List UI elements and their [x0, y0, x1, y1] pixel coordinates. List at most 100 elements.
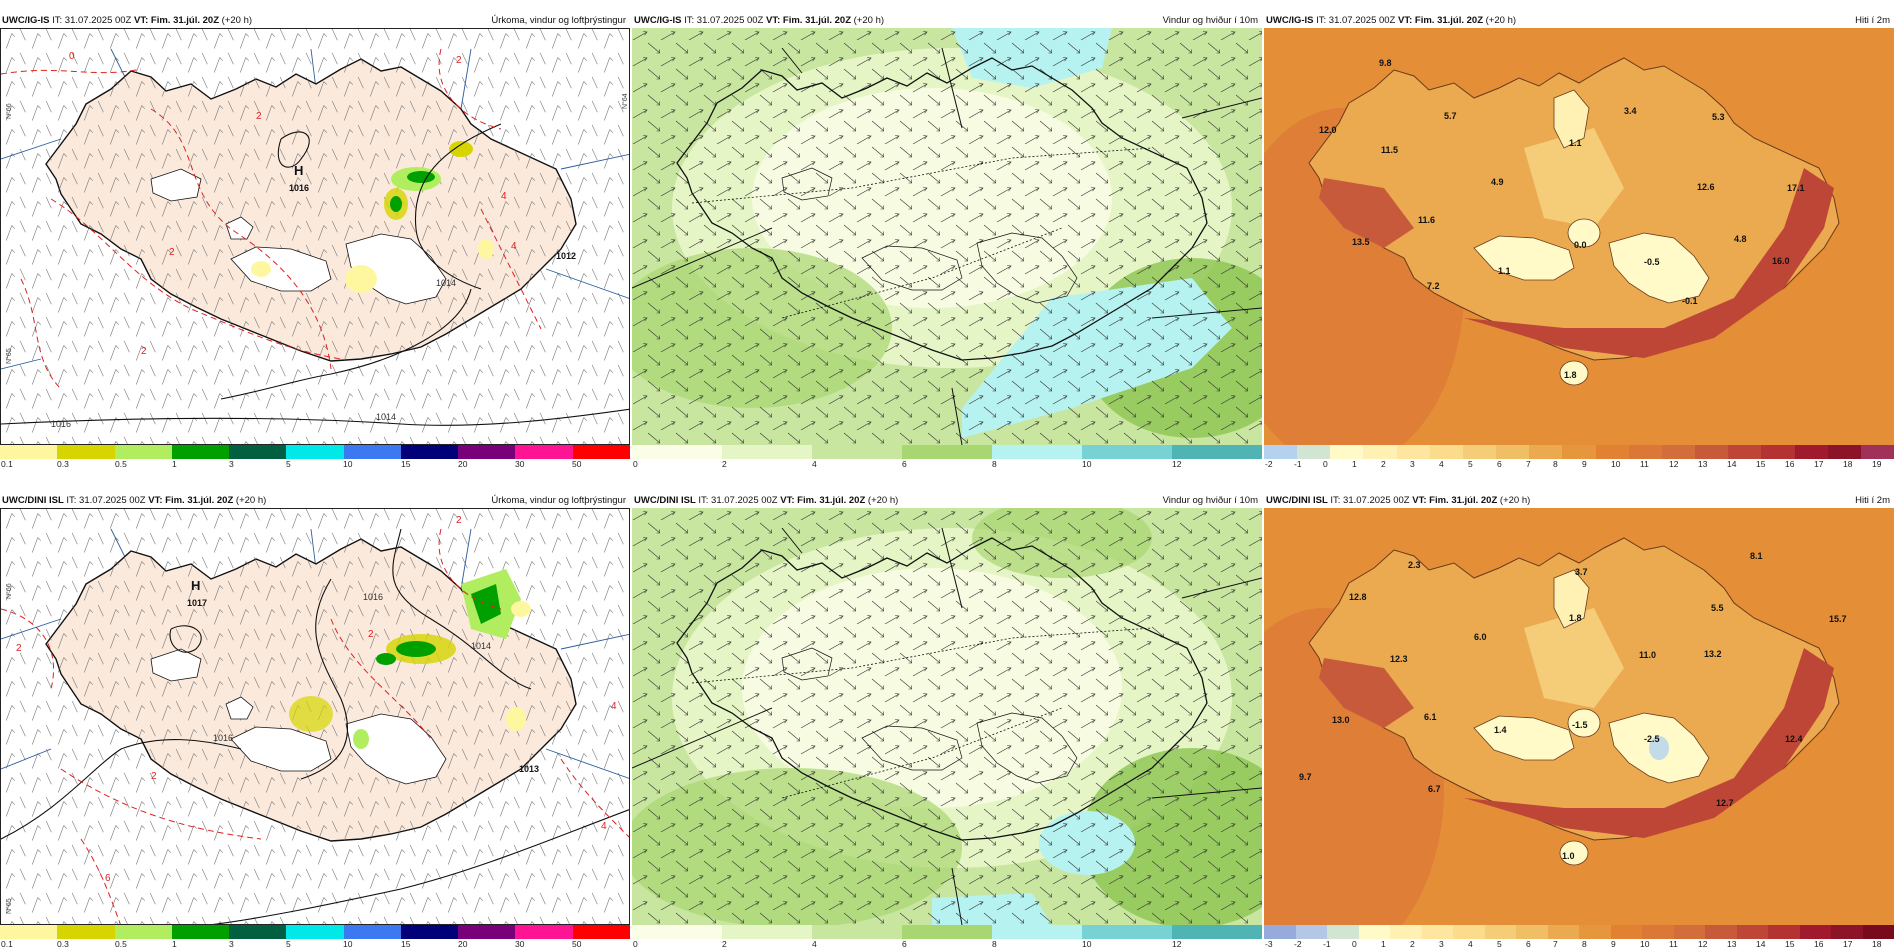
scale-swatch — [1579, 925, 1611, 939]
isobar-label: 1012 — [556, 251, 576, 261]
scale-tick: 14 — [1756, 939, 1766, 949]
temp-value: 17.1 — [1787, 183, 1805, 193]
map-wind-bottom[interactable] — [632, 508, 1262, 925]
map-precip-top[interactable]: H 1016 1014 1012 1014 1016 0 2 2 2 4 4 2… — [0, 28, 630, 445]
scale-tick: 11 — [1640, 459, 1649, 469]
scale-swatch — [722, 925, 812, 939]
scale-tick: 10 — [1082, 459, 1092, 469]
panel-wind-igis: UWC/IG-IS IT: 31.07.2025 00Z VT: Fim. 31… — [632, 14, 1262, 469]
scale-tick: 15 — [401, 459, 411, 469]
scale-tick: 12 — [1698, 939, 1708, 949]
scale-tick: 8 — [992, 939, 997, 949]
isotherm-label: 4 — [511, 241, 517, 252]
scale-swatch — [515, 445, 573, 459]
isotherm-label: 2 — [456, 55, 462, 66]
scale-swatch — [1082, 925, 1172, 939]
isotherm-label: 4 — [601, 821, 607, 832]
valid-time: VT: Fim. 31.júl. 20Z — [1412, 495, 1498, 506]
scale-tick: 9 — [1611, 939, 1616, 949]
scale-swatch — [1396, 445, 1430, 459]
isobar-label: 1014 — [471, 641, 491, 651]
model-name: UWC/DINI ISL — [1266, 495, 1328, 506]
temp-value: 7.2 — [1427, 281, 1440, 291]
model-name: UWC/DINI ISL — [634, 495, 696, 506]
scale-swatch — [812, 445, 902, 459]
scale-swatch — [1673, 925, 1705, 939]
precip-colorbar — [0, 925, 630, 939]
scale-tick: 10 — [343, 939, 353, 949]
valid-time: VT: Fim. 31.júl. 20Z — [1398, 15, 1484, 26]
map-temp-top[interactable]: 9.8 12.0 11.5 5.7 1.1 3.4 5.3 4.9 12.6 1… — [1264, 28, 1894, 445]
scale-tick: 0 — [633, 459, 638, 469]
scale-swatch — [1082, 445, 1172, 459]
map-wind-top[interactable] — [632, 28, 1262, 445]
scale-swatch — [1794, 445, 1828, 459]
scale-tick: 12 — [1172, 459, 1182, 469]
scale-swatch — [1595, 445, 1629, 459]
map-temp-bottom[interactable]: 2.3 3.7 8.1 12.8 1.8 5.5 6.0 15.7 12.3 1… — [1264, 508, 1894, 925]
scale-tick: 0 — [1323, 459, 1328, 469]
lead-time: (+20 h) — [221, 15, 253, 26]
panel-title: UWC/DINI ISL IT: 31.07.2025 00Z VT: Fim.… — [0, 494, 630, 508]
scale-tick: 1 — [172, 939, 177, 949]
isobar-label: 1016 — [213, 733, 233, 743]
temp-value: 5.7 — [1444, 111, 1457, 121]
scale-swatch — [1862, 925, 1894, 939]
scale-tick: 0.3 — [57, 459, 69, 469]
temp-value: 1.4 — [1494, 725, 1507, 735]
temp-value: 9.8 — [1379, 58, 1392, 68]
temp-colorbar — [1264, 445, 1894, 459]
scale-swatch — [286, 445, 344, 459]
scale-tick: 8 — [992, 459, 997, 469]
scale-swatch — [229, 445, 287, 459]
valid-time: VT: Fim. 31.júl. 20Z — [134, 15, 220, 26]
scale-tick: 0.3 — [57, 939, 69, 949]
panel-precip-igis: UWC/IG-IS IT: 31.07.2025 00Z VT: Fim. 31… — [0, 14, 630, 469]
scale-swatch — [0, 925, 58, 939]
scale-tick: 7 — [1526, 459, 1531, 469]
temp-value: 3.7 — [1575, 567, 1588, 577]
precip-ticks: 0.1 0.3 0.5 1 3 5 10 15 20 30 50 — [0, 459, 630, 470]
panel-title: UWC/IG-IS IT: 31.07.2025 00Z VT: Fim. 31… — [0, 14, 630, 28]
temp-value: 2.3 — [1408, 560, 1421, 570]
scale-swatch — [1496, 445, 1530, 459]
scale-tick: 5 — [286, 939, 291, 949]
temp-value: 12.4 — [1785, 734, 1803, 744]
scale-tick: 6 — [1526, 939, 1531, 949]
scale-tick: 12 — [1172, 939, 1182, 949]
isotherm-label: 2 — [456, 515, 462, 526]
temp-ticks: -2 -1 0 1 2 3 4 5 6 7 8 9 10 11 12 13 14 15 16 17 18 19 — [1264, 459, 1894, 470]
high-pressure-letter: H — [294, 163, 303, 178]
scale-tick: 14 — [1727, 459, 1737, 469]
scale-tick: 11 — [1669, 939, 1678, 949]
scale-swatch — [1799, 925, 1831, 939]
scale-tick: 0 — [633, 939, 638, 949]
scale-swatch — [57, 445, 115, 459]
map-precip-bottom[interactable]: H 1017 1016 1016 1014 1013 2 2 2 4 4 6 2… — [0, 508, 630, 925]
scale-swatch — [572, 445, 630, 459]
scale-swatch — [1484, 925, 1516, 939]
scale-tick: 4 — [1468, 939, 1473, 949]
scale-swatch — [632, 925, 722, 939]
scale-swatch — [1330, 445, 1364, 459]
isotherm-label: 6 — [105, 873, 111, 884]
lat-label: N°66 — [5, 103, 13, 119]
scale-swatch — [992, 925, 1082, 939]
wind-colorbar — [632, 925, 1262, 939]
lat-label: N°65 — [5, 348, 13, 364]
scale-tick: 13 — [1727, 939, 1737, 949]
scale-swatch — [1547, 925, 1579, 939]
scale-tick: 9 — [1582, 459, 1587, 469]
temp-value: 13.5 — [1352, 237, 1370, 247]
scale-swatch — [1264, 445, 1298, 459]
scale-tick: 2 — [722, 939, 727, 949]
scale-tick: 18 — [1843, 459, 1853, 469]
scale-swatch — [1358, 925, 1390, 939]
scale-swatch — [458, 925, 516, 939]
scale-tick: 1 — [172, 459, 177, 469]
scale-tick: 3 — [229, 939, 234, 949]
scale-swatch — [286, 925, 344, 939]
scale-tick: 1 — [1381, 939, 1386, 949]
lead-time: (+20 h) — [1499, 495, 1531, 506]
scale-tick: 6 — [902, 939, 907, 949]
